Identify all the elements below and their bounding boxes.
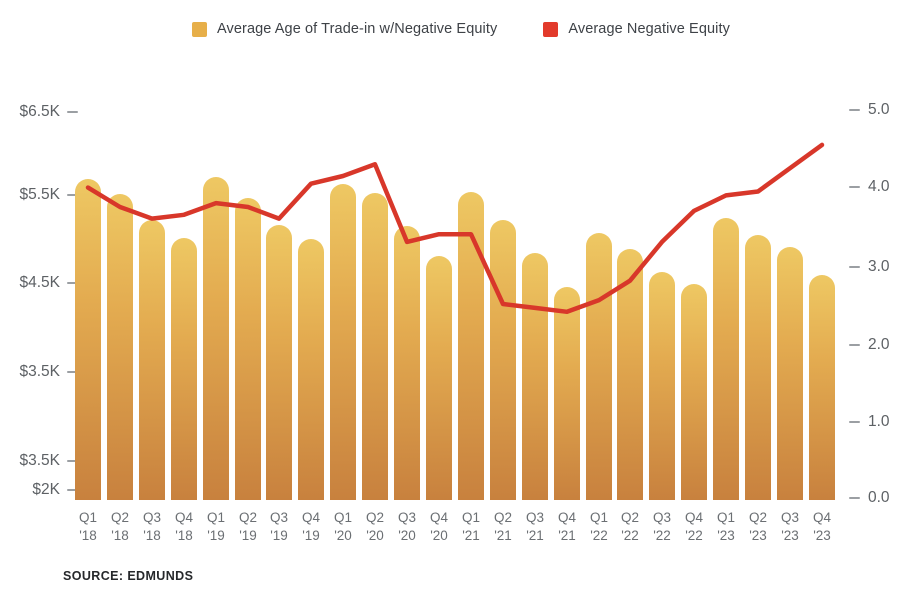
y-axis-right-value: 2.0 [868, 336, 890, 353]
x-axis-tick-label: Q2'20 [365, 510, 384, 543]
y-axis-right-tick-label: 5.0 [849, 101, 890, 119]
y-axis-left-tick-label: $2K [10, 481, 78, 499]
y-axis-left-tick-mark [67, 489, 78, 491]
trade-in-age-bar [171, 238, 197, 500]
x-axis-tick-label: Q4'21 [557, 510, 576, 543]
trade-in-age-bar [745, 235, 771, 500]
y-axis-left-tick-label: $4.5K [10, 274, 78, 292]
x-axis-tick-label: Q2'23 [748, 510, 767, 543]
y-axis-right-value: 1.0 [868, 413, 890, 430]
x-axis-tick-label: Q3'18 [142, 510, 161, 543]
legend-label-trade-in-age: Average Age of Trade-in w/Negative Equit… [217, 21, 498, 37]
x-axis-tick-label: Q1'19 [206, 510, 225, 543]
y-axis-left-tick-mark [67, 371, 78, 373]
x-axis-tick-label: Q1'21 [461, 510, 480, 543]
y-axis-left-value: $2K [32, 481, 60, 498]
y-axis-left-tick-mark [67, 111, 78, 113]
y-axis-left-value: $3.5K [19, 363, 60, 380]
y-axis-left-value: $4.5K [19, 274, 60, 291]
y-axis-right-tick-label: 4.0 [849, 178, 890, 196]
source-note: SOURCE: EDMUNDS [63, 569, 194, 583]
trade-in-age-bar [586, 233, 612, 500]
y-axis-right-value: 5.0 [868, 101, 890, 118]
x-axis-tick-label: Q3'20 [397, 510, 416, 543]
trade-in-age-bar [554, 287, 580, 500]
y-axis-right-tick-mark [849, 421, 860, 423]
negative-equity-line [85, 142, 825, 315]
x-axis-tick-label: Q4'20 [429, 510, 448, 543]
x-axis-tick-label: Q2'22 [620, 510, 639, 543]
legend-item-trade-in-age: Average Age of Trade-in w/Negative Equit… [192, 21, 497, 37]
y-axis-right-tick-mark [849, 186, 860, 188]
x-axis-tick-label: Q1'18 [78, 510, 97, 543]
y-axis-left-value: $3.5K [19, 452, 60, 469]
y-axis-right-tick-label: 0.0 [849, 489, 890, 507]
x-axis-tick-label: Q4'18 [174, 510, 193, 543]
trade-in-age-bar [235, 198, 261, 500]
y-axis-left-tick-label: $3.5K [10, 452, 78, 470]
trade-in-age-bar [649, 272, 675, 500]
x-axis-tick-label: Q2'21 [493, 510, 512, 543]
y-axis-right-tick-mark [849, 497, 860, 499]
x-axis-tick-label: Q4'19 [301, 510, 320, 543]
x-axis-tick-label: Q1'23 [716, 510, 735, 543]
y-axis-right-tick-mark [849, 109, 860, 111]
x-axis-tick-label: Q3'19 [269, 510, 288, 543]
x-axis-tick-label: Q4'22 [684, 510, 703, 543]
y-axis-right-tick-label: 2.0 [849, 336, 890, 354]
trade-in-age-bar [490, 220, 516, 500]
trade-in-age-bar [139, 220, 165, 500]
trade-in-age-bar [330, 184, 356, 500]
x-axis-tick-label: Q1'22 [589, 510, 608, 543]
y-axis-left-tick-label: $3.5K [10, 363, 78, 381]
trade-in-age-bar [713, 218, 739, 500]
trade-in-age-bar [426, 256, 452, 500]
y-axis-right-value: 3.0 [868, 258, 890, 275]
trade-in-age-bar [107, 194, 133, 500]
y-axis-left-value: $6.5K [19, 103, 60, 120]
trade-in-age-bar [681, 284, 707, 500]
y-axis-right-value: 0.0 [868, 489, 890, 506]
x-axis-tick-label: Q3'22 [652, 510, 671, 543]
trade-in-age-bar [522, 253, 548, 500]
x-axis-tick-label: Q2'19 [238, 510, 257, 543]
x-axis-tick-label: Q4'23 [812, 510, 831, 543]
legend-item-negative-equity: Average Negative Equity [543, 21, 730, 37]
trade-in-age-bar [617, 249, 643, 500]
y-axis-left-tick-mark [67, 460, 78, 462]
line-series-swatch-icon [543, 21, 559, 37]
x-axis-tick-label: Q2'18 [110, 510, 129, 543]
x-axis-tick-label: Q3'23 [780, 510, 799, 543]
y-axis-left-tick-label: $6.5K [10, 103, 78, 121]
legend-label-negative-equity: Average Negative Equity [568, 21, 730, 37]
x-axis-tick-label: Q3'21 [525, 510, 544, 543]
y-axis-right-tick-mark [849, 266, 860, 268]
y-axis-left-tick-mark [67, 282, 78, 284]
trade-in-age-bar [394, 226, 420, 500]
bar-series-swatch-icon [192, 21, 208, 37]
trade-in-age-bar [298, 239, 324, 500]
trade-in-age-bar [458, 192, 484, 500]
y-axis-left-tick-mark [67, 194, 78, 196]
trade-in-age-bar [777, 247, 803, 500]
x-axis-tick-label: Q1'20 [333, 510, 352, 543]
y-axis-left-value: $5.5K [19, 186, 60, 203]
trade-in-age-bar [362, 193, 388, 500]
trade-in-age-bar [266, 225, 292, 500]
legend: Average Age of Trade-in w/Negative Equit… [0, 21, 922, 37]
y-axis-right-tick-mark [849, 344, 860, 346]
y-axis-right-value: 4.0 [868, 178, 890, 195]
trade-in-age-bar [809, 275, 835, 500]
trade-in-age-bar [75, 179, 101, 500]
y-axis-right-tick-label: 3.0 [849, 258, 890, 276]
y-axis-right-tick-label: 1.0 [849, 413, 890, 431]
trade-in-age-bar [203, 177, 229, 500]
y-axis-left-tick-label: $5.5K [10, 186, 78, 204]
